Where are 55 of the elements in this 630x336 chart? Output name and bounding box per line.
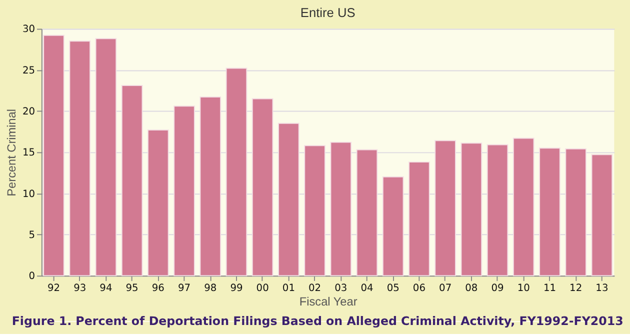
y-tick-label: 0	[28, 271, 36, 282]
chart-title: Entire US	[300, 4, 356, 20]
y-tick-label: 30	[22, 24, 36, 36]
y-tick-label: 20	[22, 106, 36, 118]
bar	[200, 96, 222, 276]
bar	[278, 122, 300, 276]
y-tick-label: 10	[22, 188, 36, 200]
bar	[382, 176, 404, 276]
x-tick-label: 01	[282, 282, 295, 294]
x-tick-label: 99	[230, 282, 243, 294]
y-tick-label: 25	[22, 65, 36, 76]
x-tick-label: 05	[386, 282, 400, 294]
x-tick-label: 09	[491, 282, 504, 294]
y-tick-label: 15	[22, 148, 36, 159]
x-tick-label: 08	[465, 282, 478, 294]
bar	[591, 154, 613, 276]
x-tick-label: 93	[74, 282, 86, 294]
bar	[95, 38, 117, 276]
x-tick-label: 96	[152, 282, 164, 294]
bar	[69, 40, 91, 276]
x-tick-label: 12	[570, 282, 582, 294]
bar	[304, 145, 326, 276]
x-tick-label: 97	[178, 282, 191, 294]
x-tick-label: 95	[126, 282, 138, 294]
x-tick-label: 98	[204, 282, 217, 294]
x-tick-label: 02	[308, 282, 322, 294]
y-axis-title: Percent Criminal	[4, 108, 19, 196]
bar	[408, 162, 430, 276]
y-tick-label: 5	[28, 230, 36, 241]
bar	[356, 149, 378, 276]
bar	[252, 98, 274, 276]
caption: Figure 1. Percent of Deportation Filings Based on Alleged Criminal Activity, FY1992-FY2013	[12, 314, 624, 328]
x-tick-label: 07	[439, 282, 452, 294]
x-tick-label: 10	[517, 282, 530, 294]
bar	[539, 148, 560, 276]
bar	[512, 138, 534, 276]
bar	[460, 142, 482, 276]
bar	[226, 68, 248, 276]
x-axis-title: Fiscal Year	[299, 294, 358, 309]
bar	[174, 106, 195, 276]
bar	[486, 144, 508, 276]
bar	[121, 85, 143, 276]
bar	[434, 140, 456, 276]
x-tick-label: 04	[360, 282, 374, 294]
x-tick-label: 13	[596, 282, 608, 294]
x-tick-label: 03	[334, 282, 348, 294]
x-tick-label: 92	[47, 282, 60, 294]
bar	[565, 148, 587, 276]
x-tick-label: 06	[412, 282, 426, 294]
bar	[147, 129, 169, 276]
x-tick-label: 11	[543, 282, 556, 294]
x-tick-label: 94	[100, 282, 112, 294]
bar	[330, 142, 352, 276]
bar	[43, 34, 64, 276]
x-tick-label: 00	[256, 282, 269, 294]
